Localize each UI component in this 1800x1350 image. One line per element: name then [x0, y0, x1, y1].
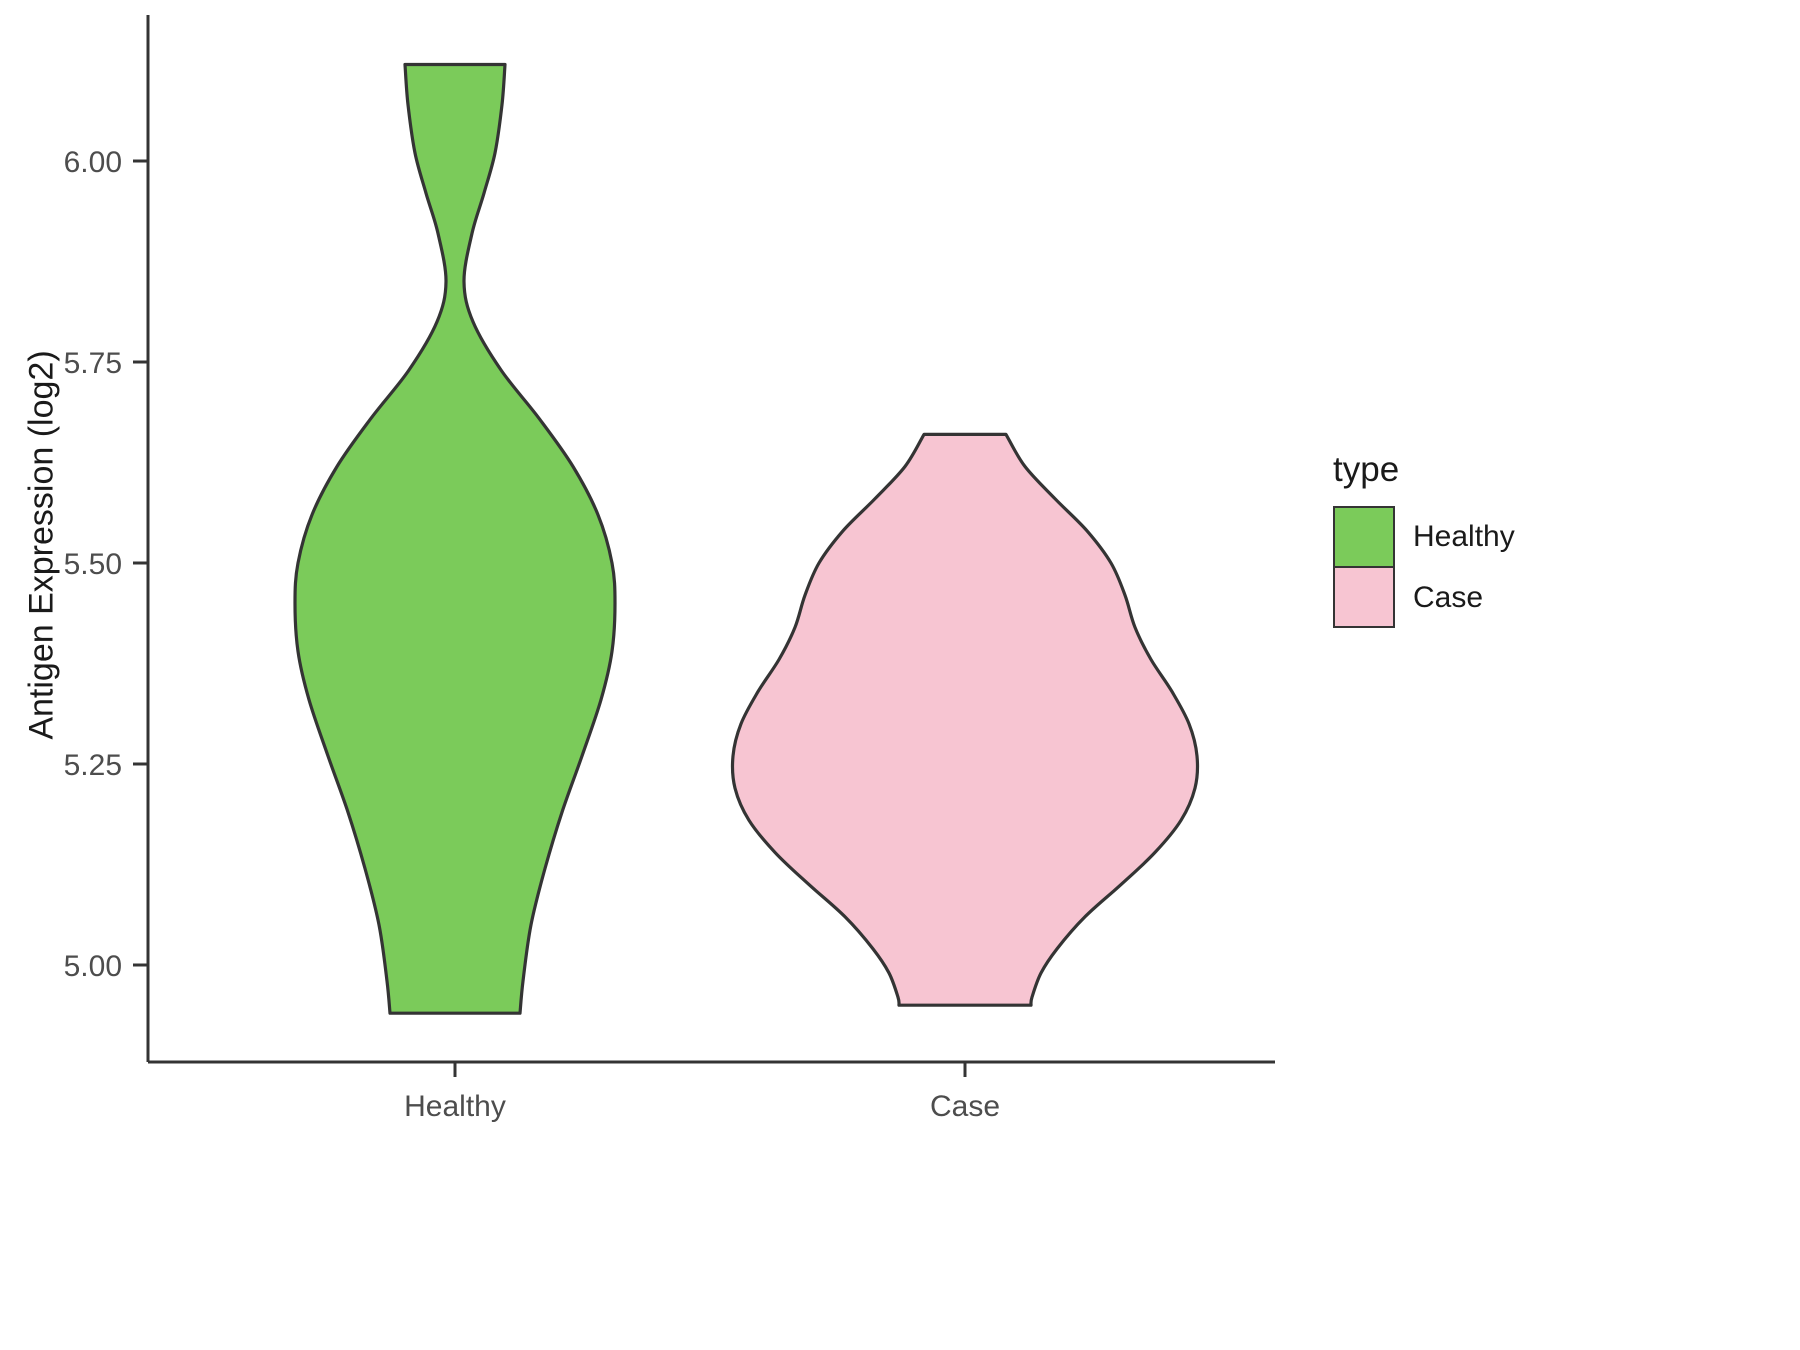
- legend-item-healthy: Healthy: [1333, 506, 1515, 568]
- y-axis-title: Antigen Expression (log2): [22, 350, 61, 740]
- violin-healthy: [293, 62, 617, 1015]
- legend-title: type: [1333, 450, 1400, 489]
- legend-key-case-swatch: [1333, 566, 1395, 628]
- legend-label-healthy: Healthy: [1413, 520, 1515, 553]
- legend-key-healthy-swatch: [1333, 506, 1395, 568]
- y-tick-label: 6.00: [64, 146, 122, 179]
- x-category-label: Healthy: [404, 1090, 506, 1123]
- y-tick-label: 5.25: [64, 749, 122, 782]
- y-tick-label: 5.00: [64, 950, 122, 983]
- y-tick-label: 5.75: [64, 347, 122, 380]
- violin-case: [730, 432, 1200, 1007]
- legend-label-case: Case: [1413, 581, 1484, 614]
- y-tick-label: 5.50: [64, 548, 122, 581]
- legend-items: Healthy Case: [1333, 506, 1515, 628]
- x-category-label: Case: [930, 1090, 1000, 1123]
- legend-item-case: Case: [1333, 566, 1515, 628]
- legend: type Healthy Case: [1333, 450, 1515, 628]
